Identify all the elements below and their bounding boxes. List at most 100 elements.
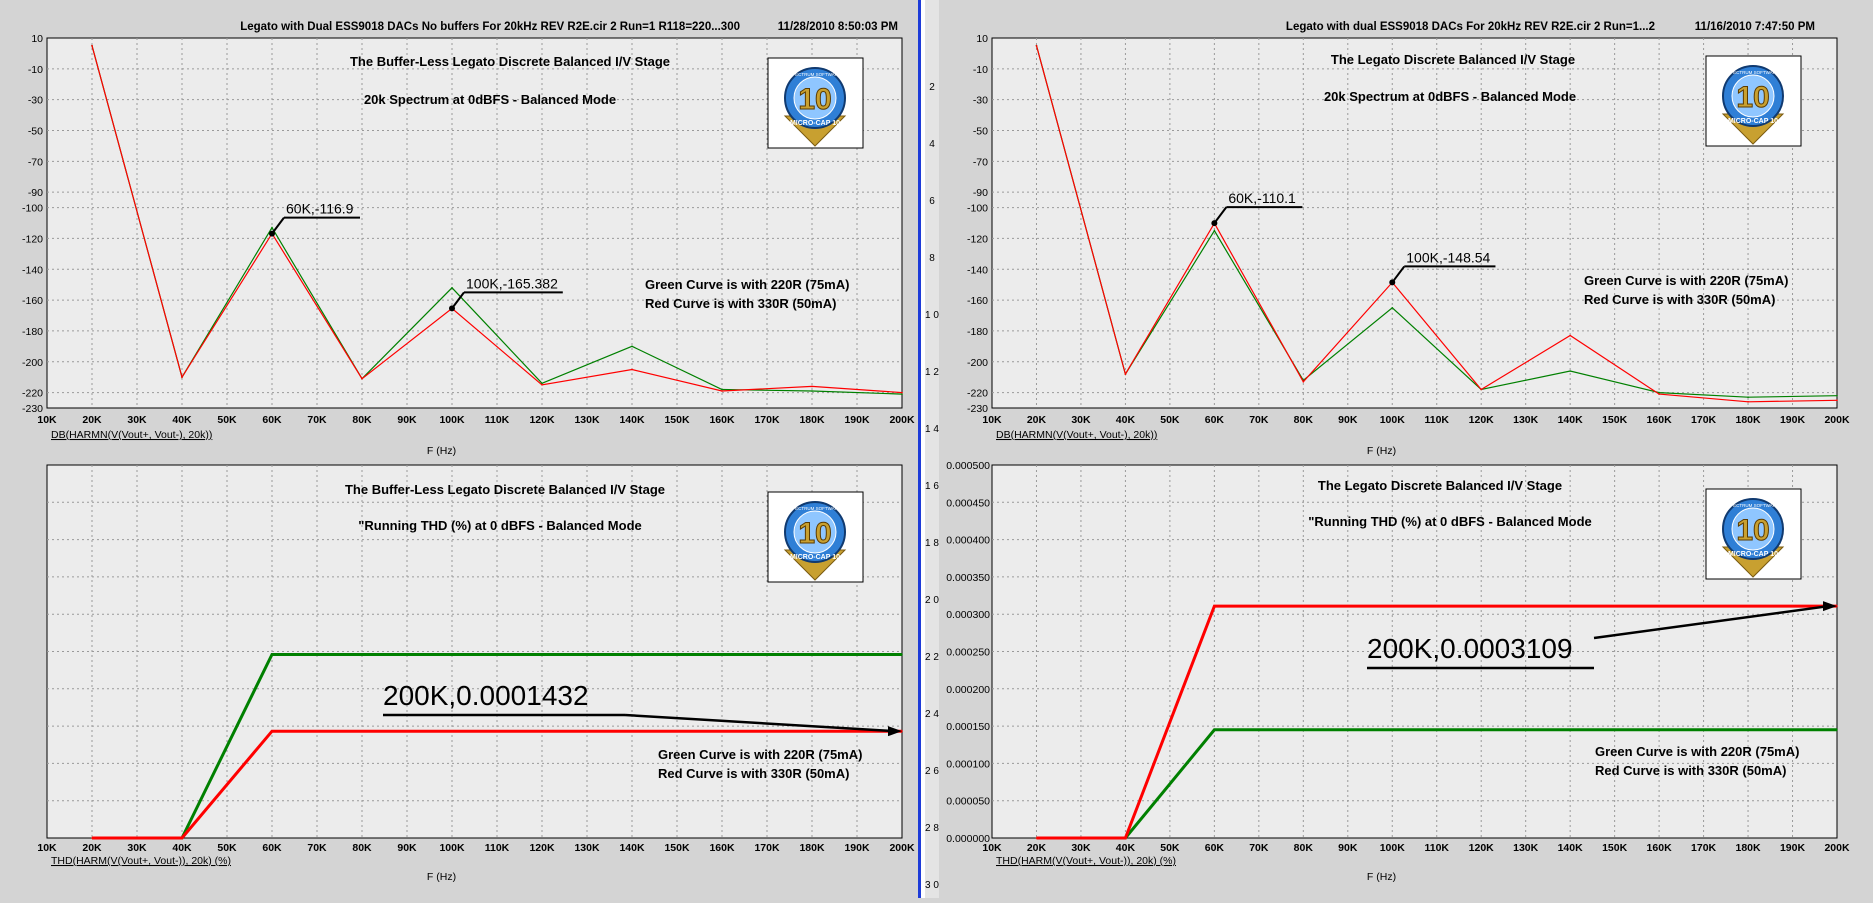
x-tick-label: 120K xyxy=(1469,414,1495,426)
logo-number: 10 xyxy=(798,83,831,116)
x-tick-label: 90K xyxy=(1338,842,1358,854)
x-tick-label: 100K xyxy=(1380,414,1406,426)
red-series-line xyxy=(1036,604,1837,840)
x-tick-label: 80K xyxy=(1294,414,1314,426)
x-tick-label: 120K xyxy=(529,414,555,426)
y-tick-label: -90 xyxy=(973,187,988,199)
logo-number: 10 xyxy=(798,517,831,550)
red-series-point xyxy=(1836,399,1838,402)
ruler-label: 1 0 xyxy=(925,310,939,321)
x-tick-label: 100K xyxy=(439,414,465,426)
x-tick-label: 30K xyxy=(127,842,147,854)
y-tick-label: -200 xyxy=(967,357,988,369)
logo-top-text: SPECTRUM SOFTWARE xyxy=(1727,503,1779,508)
ruler-label: 1 6 xyxy=(925,481,939,492)
x-tick-label: 10K xyxy=(37,414,57,426)
logo-inner-disc xyxy=(793,76,837,120)
ruler-label: 1 4 xyxy=(925,424,939,435)
x-tick-label: 90K xyxy=(397,414,417,426)
right-top-spectrum-chart: 10K 20K 30K 40K 50K 60K 70K 80K 90K 100K 110K 120K 1… xyxy=(967,33,1850,457)
y-tick-label: 0.000050 xyxy=(946,796,990,808)
legend-green-entry: Green Curve is with 220R (75mA) xyxy=(1584,273,1788,288)
green-series-point xyxy=(721,388,723,391)
x-tick-label: 50K xyxy=(217,414,237,426)
y-tick-label: -50 xyxy=(973,126,988,138)
y-tick-label: 0.000000 xyxy=(946,833,990,845)
x-tick-label: 50K xyxy=(1160,842,1180,854)
chart-heading: The Buffer-Less Legato Discrete Balanced… xyxy=(345,482,665,497)
red-series-point xyxy=(1658,393,1660,395)
annotation-label: 60K,-116.9 xyxy=(286,201,354,217)
x-tick-label: 40K xyxy=(1116,414,1136,426)
y-tick-label: 10 xyxy=(976,33,988,45)
green-series-point xyxy=(1747,396,1749,399)
plot-area xyxy=(46,464,903,839)
x-tick-label: 180K xyxy=(799,842,825,854)
x-tick-label: 90K xyxy=(1338,414,1358,426)
window-divider-highlight xyxy=(921,0,925,898)
green-series-point xyxy=(1569,370,1571,372)
y-tick-label: -100 xyxy=(967,203,988,215)
chart-heading: The Legato Discrete Balanced I/V Stage xyxy=(1318,478,1562,493)
annotation-leader xyxy=(624,713,895,733)
left-top-spectrum-chart: 10K 20K 30K 40K 50K 60K 70K 80K 90K 100K 110K 120K 1… xyxy=(22,33,915,457)
x-tick-label: 90K xyxy=(397,842,417,854)
x-tick-label: 30K xyxy=(1071,414,1091,426)
x-tick-label: 20K xyxy=(1027,414,1047,426)
y-tick-label: -230 xyxy=(967,403,988,415)
red-series-point xyxy=(541,384,543,386)
y-axis-expression-label: THD(HARM(V(Vout+, Vout-)), 20k) (%) xyxy=(51,855,231,867)
x-tick-label: 130K xyxy=(574,842,600,854)
x-tick-label: 170K xyxy=(1691,842,1717,854)
y-tick-label: -180 xyxy=(22,326,43,338)
red-series-point xyxy=(1035,837,1038,839)
annotation-label: 100K,-148.54 xyxy=(1406,249,1490,265)
x-tick-label: 40K xyxy=(172,842,192,854)
y-tick-label: 0.000150 xyxy=(946,721,990,733)
x-tick-label: 150K xyxy=(1602,414,1628,426)
y-tick-label: -120 xyxy=(22,233,43,245)
y-tick-label: -10 xyxy=(973,64,988,76)
left-window-timestamp: 11/28/2010 8:50:03 PM xyxy=(778,21,898,33)
right-window-timestamp: 11/16/2010 7:47:50 PM xyxy=(1695,21,1815,33)
logo-number: 10 xyxy=(1736,81,1769,114)
y-tick-label: 0.000300 xyxy=(946,609,990,621)
y-tick-label: -220 xyxy=(22,388,43,400)
red-series-point xyxy=(271,730,273,732)
x-tick-label: 20K xyxy=(1027,842,1047,854)
logo-ring-text: MICRO-CAP 10 xyxy=(790,120,840,127)
x-tick-label: 110K xyxy=(485,414,510,426)
x-tick-label: 20K xyxy=(82,414,102,426)
x-tick-label: 130K xyxy=(1513,414,1539,426)
green-series-point xyxy=(271,226,273,229)
annotation-leader xyxy=(1391,265,1406,284)
y-axis-expression-label: DB(HARMN(V(Vout+, Vout-), 20k)) xyxy=(51,429,212,441)
x-tick-label: 80K xyxy=(1294,842,1314,854)
annotation-label: 200K,0.0003109 xyxy=(1367,633,1573,664)
annotation-leader xyxy=(271,217,285,235)
legend-green-entry: Green Curve is with 220R (75mA) xyxy=(658,747,862,762)
red-series-point xyxy=(1213,605,1216,607)
x-tick-label: 10K xyxy=(37,842,57,854)
x-tick-label: 40K xyxy=(1116,842,1136,854)
x-tick-label: 160K xyxy=(1647,414,1673,426)
x-tick-label: 190K xyxy=(1780,414,1806,426)
y-tick-label: -70 xyxy=(28,156,43,168)
window-divider[interactable] xyxy=(918,0,921,898)
red-series-point xyxy=(811,385,813,388)
y-tick-label: -160 xyxy=(967,295,988,307)
x-tick-label: 180K xyxy=(799,414,825,426)
ruler-label: 2 xyxy=(929,82,935,93)
green-series-point xyxy=(1836,394,1838,397)
x-tick-label: 170K xyxy=(754,842,780,854)
y-tick-label: 0.000350 xyxy=(946,572,990,584)
annotation-marker xyxy=(269,230,275,237)
y-tick-label: -140 xyxy=(967,264,988,276)
ruler-label: 2 6 xyxy=(925,766,939,777)
y-tick-label: 0.000100 xyxy=(946,758,990,770)
x-tick-label: 80K xyxy=(352,842,372,854)
annotation-label: 60K,-110.1 xyxy=(1228,190,1296,206)
x-tick-label: 130K xyxy=(1513,842,1539,854)
y-tick-label: -230 xyxy=(22,403,43,415)
annotation-marker xyxy=(449,305,455,312)
